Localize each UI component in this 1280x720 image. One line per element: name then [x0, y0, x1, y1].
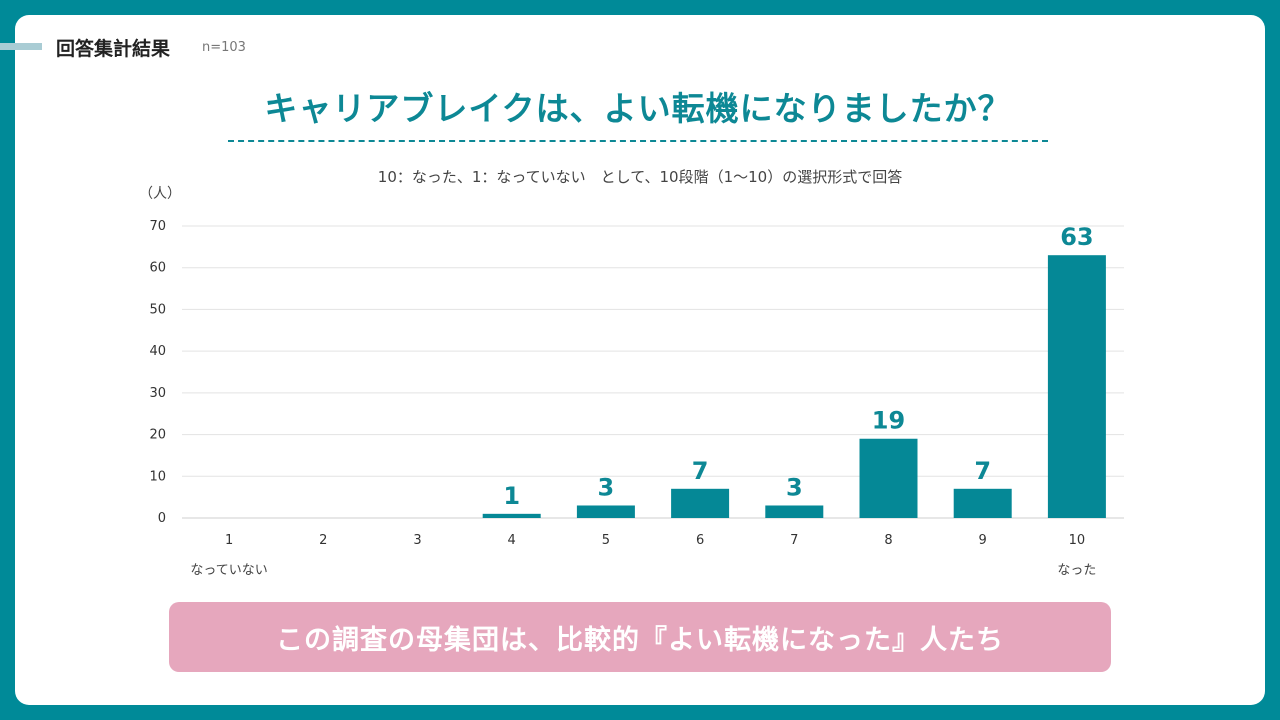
data-label: 19 [872, 407, 905, 435]
bar [671, 488, 730, 518]
data-label: 7 [692, 457, 709, 485]
y-tick-label: 60 [149, 261, 166, 276]
data-label: 3 [786, 473, 803, 501]
sample-size: n=103 [202, 40, 246, 55]
x-tick-label: 4 [508, 533, 516, 548]
x-tick-label: 7 [790, 533, 798, 548]
data-label: 63 [1060, 223, 1093, 251]
x-tick-label: 9 [979, 533, 987, 548]
chart-subtitle: 10：なった、1：なっていない として、10段階（1～10）の選択形式で回答 [377, 168, 903, 186]
section-accent-bar [0, 43, 42, 50]
y-tick-label: 70 [149, 219, 166, 234]
category-annotation: なった [1057, 563, 1096, 578]
y-tick-label: 50 [149, 302, 166, 317]
x-tick-label: 5 [602, 533, 610, 548]
main-title: キャリアブレイクは、よい転機になりましたか？ [228, 82, 1048, 142]
category-annotation: なっていない [190, 563, 267, 578]
y-tick-label: 20 [149, 428, 166, 443]
bar [859, 438, 918, 518]
y-tick-label: 30 [149, 386, 166, 401]
bar [576, 505, 635, 518]
data-label: 1 [503, 482, 520, 510]
bar [1047, 255, 1106, 518]
bar [482, 513, 541, 518]
x-tick-label: 3 [413, 533, 421, 548]
x-tick-label: 1 [225, 533, 233, 548]
x-tick-label: 10 [1069, 533, 1086, 548]
x-tick-label: 6 [696, 533, 704, 548]
y-tick-label: 40 [149, 344, 166, 359]
x-tick-label: 2 [319, 533, 327, 548]
data-label: 7 [974, 457, 991, 485]
x-tick-label: 8 [884, 533, 892, 548]
bar [765, 505, 824, 518]
note-box: この調査の母集団は、比較的『よい転機になった』人たち [169, 602, 1111, 672]
bar [953, 488, 1012, 518]
y-axis-label: （人） [139, 186, 181, 202]
y-tick-label: 10 [149, 469, 166, 484]
y-tick-label: 0 [158, 511, 166, 526]
section-title: 回答集計結果 [56, 38, 171, 60]
note-text: この調査の母集団は、比較的『よい転機になった』人たち [276, 624, 1004, 656]
data-label: 3 [598, 473, 615, 501]
